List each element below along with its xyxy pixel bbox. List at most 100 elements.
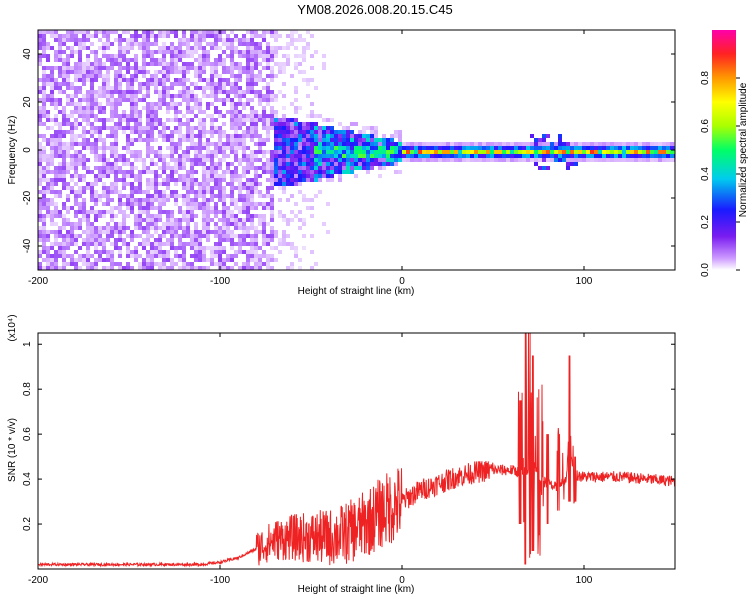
heatmap-cell-975	[126, 250, 130, 254]
heatmap-cell-909	[122, 90, 126, 94]
heatmap-cell-1291	[158, 102, 162, 106]
heatmap-cell-541	[86, 146, 90, 150]
heatmap-cell-325	[66, 130, 70, 134]
heatmap-cell-464	[78, 202, 82, 206]
heatmap-cell-1349	[162, 178, 166, 182]
heatmap-cell-1063	[138, 34, 142, 38]
heatmap-cell-3372	[606, 150, 610, 154]
heatmap-cell-289	[62, 182, 66, 186]
heatmap-cell-1470	[174, 146, 178, 150]
heatmap-cell-854	[114, 242, 118, 246]
heatmap-cell-1474	[174, 166, 178, 170]
heatmap-cell-2875	[322, 66, 326, 70]
heatmap-cell-3026	[366, 170, 370, 174]
heatmap-cell-1365	[162, 266, 166, 270]
heatmap-cell-1434	[170, 178, 174, 182]
heatmap-cell-2717	[294, 158, 298, 162]
heatmap-cell-603	[94, 30, 98, 34]
heatmap-cell-1679	[194, 94, 198, 98]
heatmap-cell-2467	[266, 94, 270, 98]
heatmap-cell-538	[86, 130, 90, 134]
heatmap-cell-2284	[250, 30, 254, 34]
heatmap-cell-1340	[162, 126, 166, 130]
heatmap-cell-1859	[210, 102, 214, 106]
heatmap-cell-539	[86, 138, 90, 142]
heatmap-cell-3356	[594, 146, 598, 150]
heatmap-cell-1347	[162, 166, 166, 170]
heatmap-cell-819	[114, 70, 118, 74]
heatmap-cell-351	[70, 46, 74, 50]
heatmap-cell-1839	[206, 226, 210, 230]
heatmap-cell-2390	[258, 90, 262, 94]
heatmap-cell-460	[78, 178, 82, 182]
heatmap-cell-1887	[210, 262, 214, 266]
heatmap-cell-2041	[226, 162, 230, 166]
heatmap-cell-2953	[342, 146, 346, 150]
heatmap-cell-274	[62, 114, 66, 118]
heatmap-cell-2648	[286, 138, 290, 142]
heatmap-cell-3393	[622, 154, 626, 158]
heatmap-cell-2654	[286, 162, 290, 166]
heatmap-cell-1008	[130, 186, 134, 190]
heatmap-cell-2533	[270, 230, 274, 234]
heatmap-cell-168	[50, 242, 54, 246]
heatmap-cell-2619	[282, 146, 286, 150]
heatmap-cell-70	[42, 158, 46, 162]
heatmap-cell-1342	[162, 134, 166, 138]
heatmap-cell-638	[94, 218, 98, 222]
heatmap-cell-502	[82, 174, 86, 178]
heatmap-cell-2037	[226, 138, 230, 142]
heatmap-cell-507	[82, 202, 86, 206]
heatmap-cell-2892	[326, 126, 330, 130]
heatmap-cell-2121	[234, 110, 238, 114]
heatmap-cell-1993	[222, 122, 226, 126]
heatmap-cell-84	[42, 226, 46, 230]
heatmap-cell-2093	[230, 198, 234, 202]
heatmap-cell-923	[122, 178, 126, 182]
heatmap-cell-485	[82, 82, 86, 86]
heatmap-cell-2433	[262, 126, 266, 130]
heatmap-cell-1335	[162, 90, 166, 94]
heatmap-cell-1306	[158, 198, 162, 202]
heatmap-cell-3209	[490, 142, 494, 146]
heatmap-cell-1238	[154, 42, 158, 46]
heatmap-cell-3055	[378, 166, 382, 170]
heatmap-cell-2529	[270, 210, 274, 214]
heatmap-cell-1260	[154, 174, 158, 178]
heatmap-cell-1288	[158, 90, 162, 94]
heatmap-cell-1136	[142, 246, 146, 250]
heatmap-cell-2195	[242, 38, 246, 42]
heatmap-cell-3104	[406, 142, 410, 146]
heatmap-cell-2836	[310, 266, 314, 270]
heatmap-cell-1527	[178, 242, 182, 246]
heatmap-cell-209	[54, 230, 58, 234]
heatmap-cell-2387	[258, 70, 262, 74]
heatmap-cell-2879	[322, 134, 326, 138]
heatmap-cell-2795	[306, 134, 310, 138]
heatmap-cell-2876	[322, 118, 326, 122]
heatmap-cell-2369	[254, 214, 258, 218]
heatmap-cell-2772	[302, 154, 306, 158]
heatmap-cell-2453	[262, 254, 266, 258]
heatmap-cell-2295	[250, 74, 254, 78]
heatmap-cell-358	[70, 94, 74, 98]
heatmap-cell-446	[78, 90, 82, 94]
heatmap-cell-1299	[158, 154, 162, 158]
heatmap-cell-2696	[294, 30, 298, 34]
heatmap-cell-3319	[566, 154, 570, 158]
heatmap-cell-98	[46, 66, 50, 70]
heatmap-cell-529	[86, 90, 90, 94]
heatmap-cell-2967	[346, 154, 350, 158]
heatmap-cell-3390	[622, 142, 626, 146]
heatmap-cell-1874	[210, 178, 214, 182]
heatmap-cell-197	[54, 166, 58, 170]
heatmap-cell-681	[98, 234, 102, 238]
heatmap-cell-2437	[262, 154, 266, 158]
heatmap-cell-2200	[242, 70, 246, 74]
heatmap-cell-1046	[134, 158, 138, 162]
heatmap-cell-1271	[154, 226, 158, 230]
heatmap-cell-715	[102, 174, 106, 178]
heatmap-cell-3135	[430, 146, 434, 150]
heatmap-cell-2968	[346, 158, 350, 162]
heatmap-cell-634	[94, 198, 98, 202]
